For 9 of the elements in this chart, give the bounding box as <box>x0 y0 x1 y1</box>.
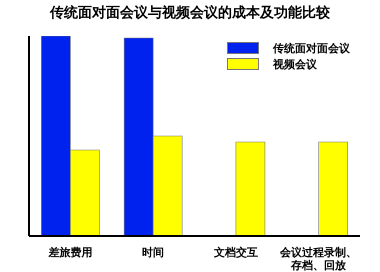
chart-title: 传统面对面会议与视频会议的成本及功能比较 <box>48 4 331 23</box>
x-tick-label: 差旅费用 <box>47 246 92 259</box>
x-tick-label: 时间 <box>142 246 164 259</box>
x-tick-label: 会议过程录制、存档、回放 <box>279 246 358 272</box>
bar <box>236 142 266 236</box>
legend-label: 视频会议 <box>273 56 317 72</box>
x-tick-label: 文档交互 <box>212 246 258 259</box>
bar <box>318 142 348 236</box>
legend-label: 传统面对面会议 <box>273 40 350 56</box>
